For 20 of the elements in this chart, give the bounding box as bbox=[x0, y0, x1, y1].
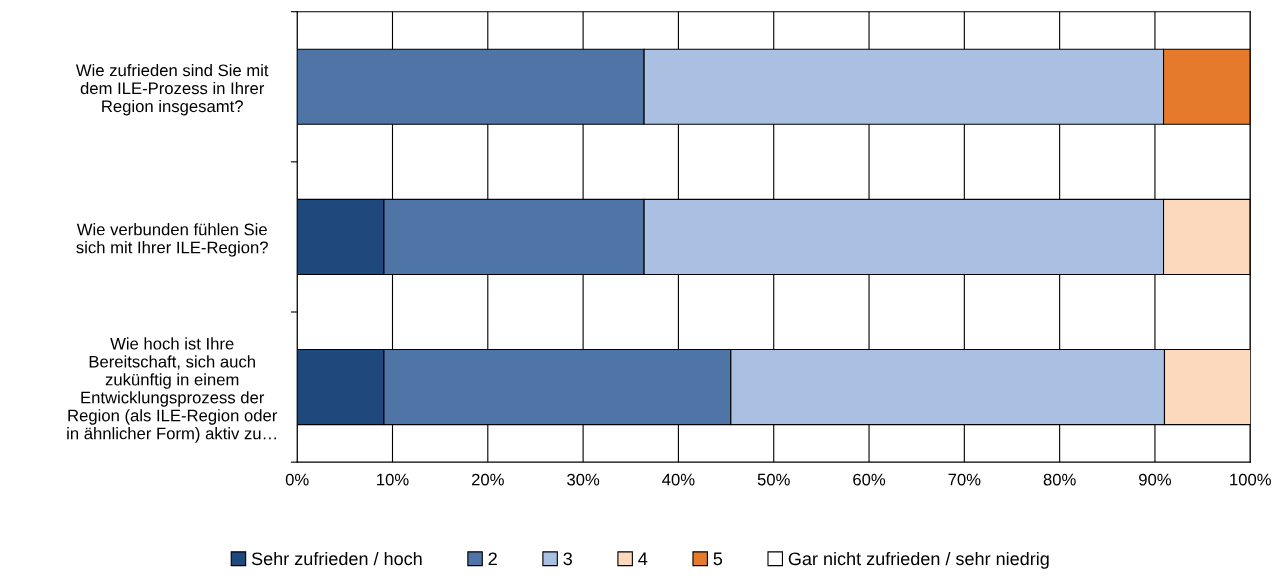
x-tick-label: 20% bbox=[471, 473, 504, 486]
y-tick-label: Wie verbunden fühlen Sie sich mit Ihrer ILE-Region? bbox=[76, 223, 268, 257]
y-tick-label: Wie hoch ist Ihre Bereitschaft, sich auch zukünftig in einem Entwicklungsprozess der Region (als ILE-Region oder in ähnlicher Form) aktiv zu… bbox=[67, 337, 278, 443]
x-tick-label: 50% bbox=[757, 473, 790, 486]
legend-label: 2 bbox=[488, 552, 497, 565]
legend-label: Sehr zufrieden / hoch bbox=[251, 551, 422, 566]
x-tick-label: 40% bbox=[662, 473, 695, 486]
x-tick-label: 10% bbox=[377, 473, 409, 486]
x-tick-label: 30% bbox=[567, 473, 600, 486]
x-tick-label: 80% bbox=[1043, 473, 1076, 486]
legend-label: 5 bbox=[713, 552, 723, 566]
x-tick-label: 70% bbox=[948, 473, 981, 486]
x-tick-label: 0% bbox=[285, 473, 309, 486]
x-tick-label: 90% bbox=[1139, 473, 1172, 486]
x-tick-label: 60% bbox=[853, 473, 886, 486]
legend-label: Gar nicht zufrieden / sehr niedrig bbox=[788, 551, 1049, 569]
legend-label: 4 bbox=[638, 552, 648, 565]
x-tick-label: 100% bbox=[1230, 473, 1271, 486]
y-tick-label: Wie zufrieden sind Sie mit dem ILE-Prozess in Ihrer Region insgesamt? bbox=[75, 63, 269, 116]
legend-label: 3 bbox=[563, 552, 572, 566]
